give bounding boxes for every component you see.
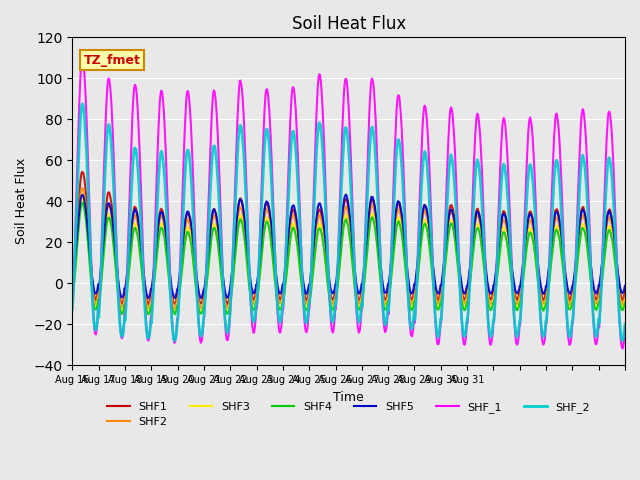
Y-axis label: Soil Heat Flux: Soil Heat Flux (15, 158, 28, 244)
Text: TZ_fmet: TZ_fmet (83, 54, 140, 67)
Legend: SHF1, SHF2, SHF3, SHF4, SHF5, SHF_1, SHF_2: SHF1, SHF2, SHF3, SHF4, SHF5, SHF_1, SHF… (103, 397, 595, 432)
X-axis label: Time: Time (333, 391, 364, 404)
Title: Soil Heat Flux: Soil Heat Flux (292, 15, 406, 33)
